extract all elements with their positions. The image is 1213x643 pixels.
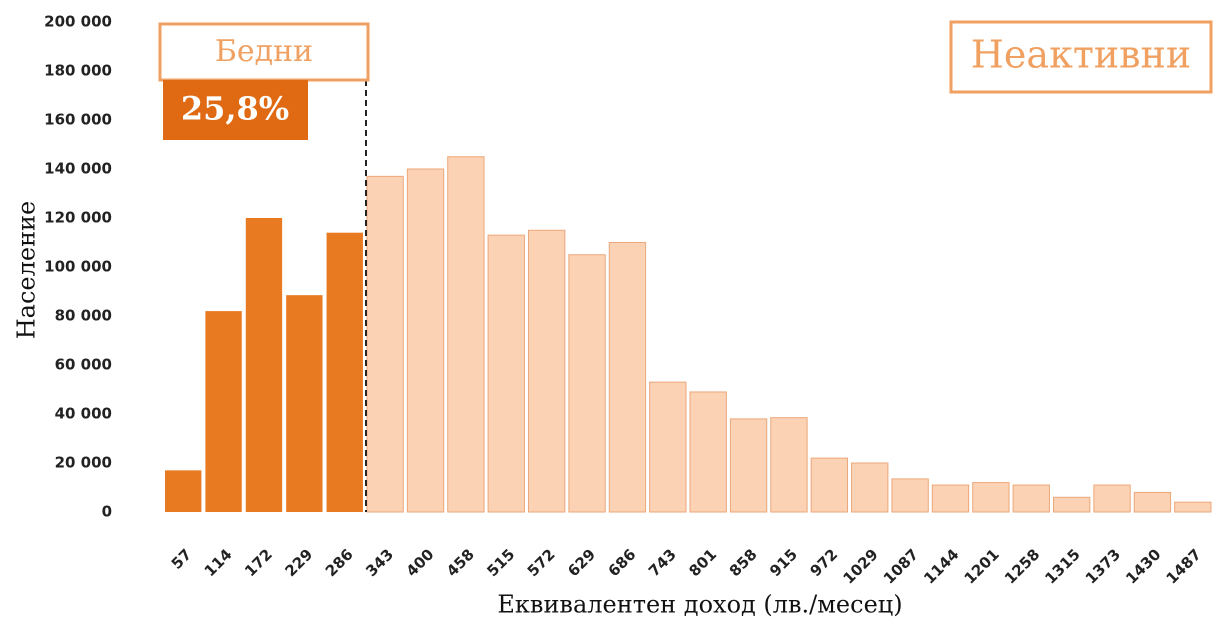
x-tick-label: 286 <box>322 545 357 580</box>
bar <box>810 457 849 513</box>
x-tick-label: 172 <box>241 545 276 580</box>
bar <box>972 482 1010 513</box>
x-tick-label: 515 <box>483 545 518 580</box>
bar <box>770 417 808 513</box>
bar <box>1012 484 1050 513</box>
x-tick-label: 1373 <box>1082 545 1124 587</box>
bar <box>568 254 606 513</box>
bar <box>165 470 202 512</box>
bar <box>487 234 525 513</box>
x-tick-label: 1430 <box>1122 545 1164 587</box>
annotation-box <box>949 20 1213 94</box>
y-tick-label: 40 000 <box>55 405 112 423</box>
annotation-box <box>163 80 308 140</box>
x-tick-label: 1487 <box>1163 545 1205 587</box>
bar <box>931 484 970 513</box>
x-tick-label: 858 <box>726 545 761 580</box>
bar <box>729 418 768 513</box>
y-axis-title: Население <box>13 201 41 340</box>
y-tick-label: 20 000 <box>55 454 112 472</box>
x-tick-label: 114 <box>201 545 236 580</box>
x-tick-label: 572 <box>524 545 559 580</box>
bar <box>1052 496 1091 513</box>
bar <box>245 218 283 512</box>
y-tick-label: 120 000 <box>44 209 112 227</box>
x-tick-label: 1315 <box>1041 545 1083 587</box>
bar <box>1133 491 1172 513</box>
x-tick-label: 1144 <box>920 545 962 587</box>
x-tick-label: 629 <box>564 545 599 580</box>
x-tick-label: 915 <box>766 545 801 580</box>
bar <box>1093 484 1131 513</box>
y-tick-label: 180 000 <box>44 62 112 80</box>
x-axis-title: Еквивалентен доход (лв./месец) <box>497 591 902 619</box>
bar <box>689 391 727 513</box>
bar <box>851 462 889 513</box>
bar <box>286 295 323 512</box>
bar <box>527 229 566 513</box>
bar <box>326 232 363 512</box>
x-tick-label: 972 <box>806 545 841 580</box>
x-tick-label: 343 <box>362 545 397 580</box>
bar <box>1174 501 1212 513</box>
bar <box>447 156 485 513</box>
x-tick-label: 1201 <box>961 545 1003 587</box>
x-tick-label: 1258 <box>1001 545 1043 587</box>
x-tick-label: 1029 <box>839 545 881 587</box>
bar <box>649 381 687 513</box>
y-tick-label: 100 000 <box>44 258 112 276</box>
y-tick-label: 60 000 <box>55 356 112 374</box>
x-tick-label: 686 <box>605 545 640 580</box>
annotation: 25,8% <box>181 90 289 128</box>
x-tick-label: 229 <box>281 545 316 580</box>
x-tick-label: 743 <box>645 545 680 580</box>
y-tick-label: 200 000 <box>44 13 112 31</box>
annotation: Бедни <box>215 34 313 69</box>
x-tick-label: 1087 <box>880 545 922 587</box>
x-tick-label: 400 <box>403 545 438 580</box>
bar <box>406 168 445 513</box>
y-tick-label: 80 000 <box>55 307 112 325</box>
bar <box>608 242 647 513</box>
x-tick-label: 801 <box>685 545 720 580</box>
y-tick-label: 140 000 <box>44 160 112 178</box>
bar <box>891 478 929 513</box>
x-tick-label: 57 <box>168 545 195 572</box>
y-tick-label: 0 <box>102 503 112 521</box>
y-tick-label: 160 000 <box>44 111 112 129</box>
x-tick-label: 458 <box>443 545 478 580</box>
bar <box>205 311 242 512</box>
bar <box>366 175 404 513</box>
annotation: Неактивни <box>971 33 1191 77</box>
